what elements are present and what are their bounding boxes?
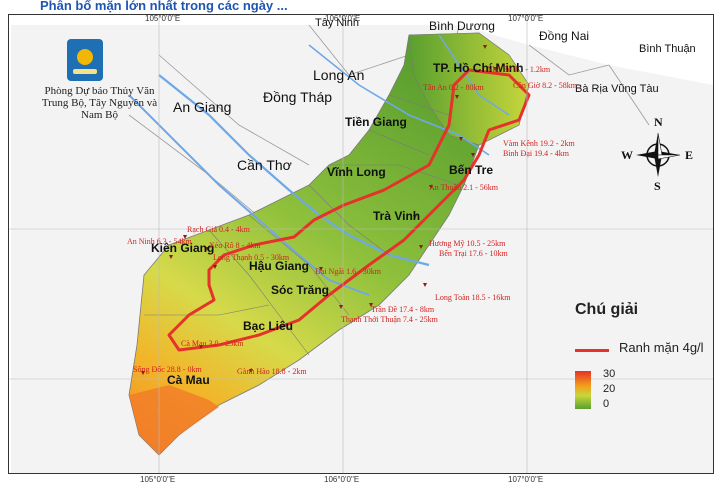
organization-logo xyxy=(67,39,103,81)
province-can-tho: Cần Thơ xyxy=(237,157,292,173)
legend-line-swatch xyxy=(575,349,609,352)
river-mekong xyxy=(158,74,430,267)
province-vinh-long: Vĩnh Long xyxy=(327,165,386,179)
compass-e: E xyxy=(685,148,694,162)
map-frame: Phòng Dự báo Thủy Văn Trung Bộ, Tây Nguy… xyxy=(8,14,714,474)
compass-n: N xyxy=(654,115,663,129)
legend-title: Chú giải xyxy=(575,301,639,318)
compass-w: W xyxy=(621,148,633,162)
station-label: Tân An 0.2 - 80km xyxy=(423,83,484,92)
ramp-max: 30 xyxy=(603,368,616,380)
station-label: Trần Đề 17.4 - 8km xyxy=(371,305,435,314)
station-label: Đại Ngãi 1.6 - 30km xyxy=(315,267,381,276)
header-bar: Phân bổ mặn lớn nhất trong các ngày ... xyxy=(0,0,720,14)
compass-icon xyxy=(636,132,681,177)
station-label: Thạnh Thới Thuận 7.4 - 25km xyxy=(341,315,438,324)
station-label: Cà Mau 3.0 - 25km xyxy=(181,339,244,348)
district-borders xyxy=(144,94,460,356)
station-label: Nhà Bè 0.1 - 1.2km xyxy=(487,65,551,74)
ca-mau-tip xyxy=(129,385,219,455)
compass-rose: N S W E xyxy=(621,115,694,193)
compass-s: S xyxy=(654,179,661,193)
province-binh-duong: Bình Dương xyxy=(429,19,495,33)
river-saigon xyxy=(438,34,510,116)
province-an-giang: An Giang xyxy=(173,99,232,115)
province-hau-giang: Hậu Giang xyxy=(249,259,310,273)
ramp-mid: 20 xyxy=(603,383,616,395)
station-label: Long Toàn 18.5 - 16km xyxy=(435,293,511,302)
province-ben-tre: Bến Tre xyxy=(449,163,494,177)
station-label: Long Thạnh 0.5 - 30km xyxy=(213,253,290,262)
station-label: An Ninh 6.3 - 54km xyxy=(127,237,192,246)
province-hcm: TP. Hồ Chí Minh xyxy=(433,61,524,75)
station-label: Bình Đại 19.4 - 4km xyxy=(503,149,569,158)
tick-top: 107°0'0"E xyxy=(508,14,544,23)
station-label: Hương Mỹ 10.5 - 25km xyxy=(429,239,506,248)
salinity-4g-line xyxy=(167,68,531,352)
station-label: An Thuận 2.1 - 56km xyxy=(429,183,498,192)
province-binh-thuan: Bình Thuận xyxy=(639,43,696,55)
river-bassac xyxy=(128,94,370,296)
organization-name: Phòng Dự báo Thủy Văn Trung Bộ, Tây Nguy… xyxy=(41,85,158,121)
province-dong-thap: Đồng Tháp xyxy=(263,89,333,105)
station-label: Rạch Giá 0.4 - 4km xyxy=(187,225,250,234)
province-long-an: Long An xyxy=(313,67,365,83)
province-tien-giang: Tiền Giang xyxy=(345,115,407,129)
province-dong-nai: Đồng Nai xyxy=(539,29,590,43)
station-label: Vàm Kênh 19.2 - 2km xyxy=(503,139,575,148)
province-bac-lieu: Bạc Liêu xyxy=(243,319,294,333)
station-label: Xẻo Rô 8 - 4km xyxy=(209,241,261,250)
salinity-color-ramp xyxy=(575,371,591,409)
header-text: Phân bổ mặn lớn nhất trong các ngày ... xyxy=(40,0,288,13)
province-ba-ria: Bà Rịa Vũng Tàu xyxy=(575,83,659,95)
tick-bottom: 106°0'0"E xyxy=(324,475,360,484)
province-ca-mau: Cà Mau xyxy=(167,373,210,387)
station-label: Sông Đốc 28.8 - 0km xyxy=(133,365,202,374)
province-soc-trang: Sóc Trăng xyxy=(271,283,330,297)
station-label: Cần Giờ 8.2 - 58km xyxy=(513,81,578,90)
province-tay-ninh: Tây Ninh xyxy=(315,17,360,29)
hcm-land xyxy=(408,32,530,146)
province-tra-vinh: Trà Vinh xyxy=(373,209,421,223)
station-markers xyxy=(141,45,497,375)
tick-top: 106°0'0"E xyxy=(325,14,361,23)
station-label: Gành Hào 18.8 - 2km xyxy=(237,367,307,376)
legend-line-label: Ranh mặn 4g/l xyxy=(619,340,704,355)
province-kien-giang: Kiên Giang xyxy=(151,241,215,255)
river-vam-co xyxy=(308,44,490,156)
tick-bottom: 105°0'0"E xyxy=(140,475,176,484)
tick-bottom: 107°0'0"E xyxy=(508,475,544,484)
map-canvas xyxy=(9,15,713,473)
station-label: Bến Trại 17.6 - 10km xyxy=(439,249,508,258)
tick-top: 105°0'0"E xyxy=(145,14,181,23)
ramp-min: 0 xyxy=(603,398,610,410)
